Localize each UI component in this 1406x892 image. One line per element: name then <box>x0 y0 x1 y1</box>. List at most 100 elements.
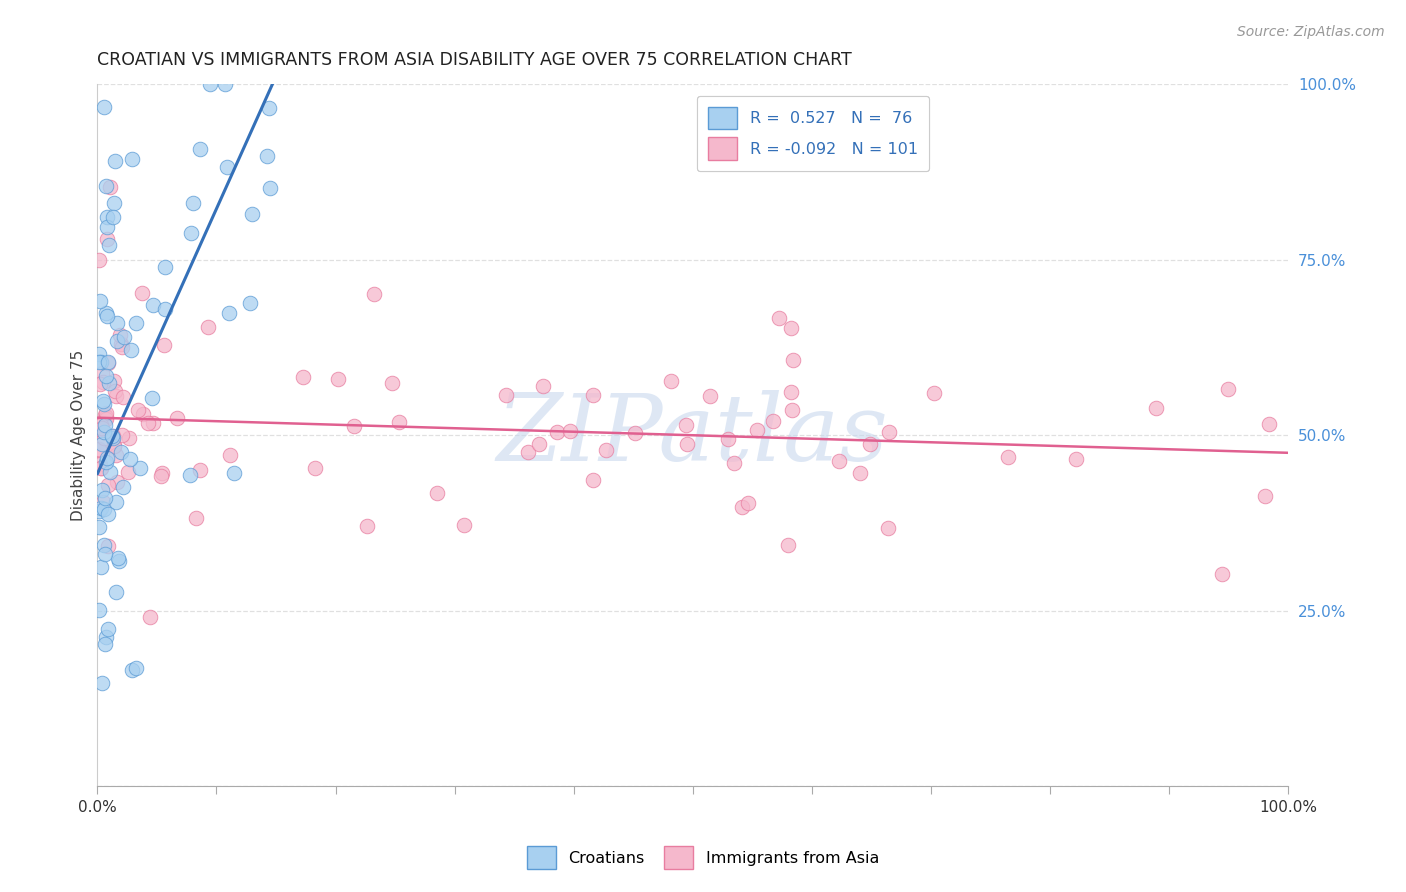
Point <box>780 320 803 334</box>
Point <box>426 486 449 500</box>
Point <box>121 153 143 167</box>
Point <box>103 374 125 388</box>
Point <box>356 519 378 533</box>
Point <box>93 538 115 552</box>
Point <box>94 411 117 425</box>
Point <box>96 211 118 225</box>
Point <box>676 437 699 451</box>
Point <box>997 450 1019 464</box>
Text: ZIPatlas: ZIPatlas <box>496 390 889 480</box>
Point <box>768 311 790 326</box>
Point <box>103 195 125 210</box>
Point <box>89 457 111 471</box>
Point <box>495 388 517 402</box>
Point <box>94 630 117 644</box>
Point <box>582 387 605 401</box>
Point <box>517 445 540 459</box>
Point <box>90 355 112 369</box>
Point <box>87 347 110 361</box>
Point <box>745 423 768 437</box>
Point <box>94 491 117 506</box>
Point <box>97 478 120 492</box>
Point <box>94 547 117 561</box>
Point <box>138 610 160 624</box>
Point <box>103 439 125 453</box>
Point <box>103 429 125 443</box>
Point <box>132 407 155 421</box>
Text: CROATIAN VS IMMIGRANTS FROM ASIA DISABILITY AGE OVER 75 CORRELATION CHART: CROATIAN VS IMMIGRANTS FROM ASIA DISABIL… <box>97 51 852 69</box>
Point <box>153 302 176 317</box>
Point <box>1144 401 1167 416</box>
Point <box>224 466 246 480</box>
Point <box>98 376 121 391</box>
Point <box>105 448 128 462</box>
Point <box>240 207 263 221</box>
Point <box>381 376 404 390</box>
Point <box>87 443 110 458</box>
Point <box>93 375 115 389</box>
Point <box>363 286 385 301</box>
Point <box>239 295 262 310</box>
Point <box>218 306 240 320</box>
Point <box>93 431 115 445</box>
Point <box>105 389 128 403</box>
Point <box>257 101 280 115</box>
Point <box>97 539 120 553</box>
Point <box>529 437 551 451</box>
Point <box>97 622 120 636</box>
Point <box>124 316 146 330</box>
Point <box>153 260 176 274</box>
Point <box>97 355 120 369</box>
Point <box>94 178 117 193</box>
Point <box>200 77 222 91</box>
Point <box>96 455 118 469</box>
Point <box>93 425 115 439</box>
Point <box>110 336 132 351</box>
Point <box>94 369 117 384</box>
Point <box>181 196 204 211</box>
Point <box>90 501 112 516</box>
Point <box>582 473 605 487</box>
Point <box>117 465 139 479</box>
Point <box>1218 382 1240 396</box>
Point <box>131 286 153 301</box>
Point <box>108 327 131 342</box>
Point <box>675 417 697 432</box>
Point <box>87 504 110 518</box>
Point <box>93 502 115 516</box>
Legend: Croatians, Immigrants from Asia: Croatians, Immigrants from Asia <box>520 839 886 875</box>
Point <box>93 100 115 114</box>
Point <box>153 338 176 352</box>
Point <box>453 518 475 533</box>
Point <box>98 180 121 194</box>
Point <box>876 521 898 535</box>
Point <box>388 415 411 429</box>
Point <box>112 479 135 493</box>
Point <box>91 393 114 408</box>
Point <box>595 442 617 457</box>
Point <box>90 437 112 451</box>
Point <box>91 495 114 509</box>
Point <box>776 538 799 552</box>
Point <box>256 149 278 163</box>
Point <box>531 379 554 393</box>
Point <box>659 374 682 388</box>
Point <box>849 467 872 481</box>
Point <box>89 355 111 369</box>
Point <box>94 637 117 651</box>
Point <box>100 465 122 479</box>
Point <box>96 219 118 234</box>
Point <box>737 496 759 510</box>
Point <box>93 397 115 411</box>
Point <box>90 418 112 433</box>
Point <box>105 475 128 490</box>
Point <box>105 316 128 330</box>
Point <box>118 432 141 446</box>
Point <box>1254 490 1277 504</box>
Point <box>90 560 112 574</box>
Point <box>166 411 188 425</box>
Text: Source: ZipAtlas.com: Source: ZipAtlas.com <box>1237 25 1385 39</box>
Point <box>87 252 110 267</box>
Point <box>91 421 114 435</box>
Point <box>91 366 114 380</box>
